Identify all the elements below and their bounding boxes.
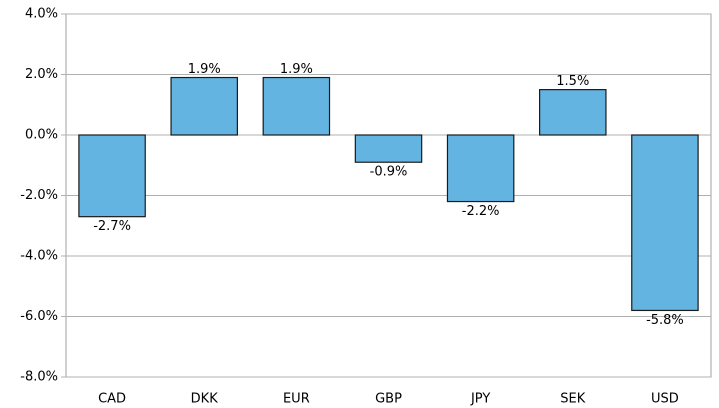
- bar: [631, 134, 699, 312]
- bar: [354, 134, 423, 163]
- x-tick-label: CAD: [98, 392, 126, 407]
- bar: [170, 76, 238, 136]
- bar: [262, 76, 331, 136]
- x-tick-label: GBP: [375, 392, 402, 407]
- x-tick-label: USD: [651, 392, 679, 407]
- y-tick-label: -4.0%: [20, 249, 58, 264]
- value-label: 1.5%: [556, 74, 589, 89]
- y-tick-label: -2.0%: [20, 188, 58, 203]
- value-label: 1.9%: [188, 62, 221, 77]
- value-label: -2.2%: [462, 204, 500, 219]
- x-tick-label: DKK: [191, 392, 219, 407]
- value-label: 1.9%: [280, 62, 313, 77]
- value-label: -2.7%: [93, 219, 131, 234]
- x-tick-label: SEK: [560, 392, 585, 407]
- x-tick-label: EUR: [283, 392, 310, 407]
- value-label: -5.8%: [646, 313, 684, 328]
- y-tick-label: 0.0%: [25, 128, 58, 143]
- x-tick-label: JPY: [470, 392, 490, 407]
- y-tick-label: -6.0%: [20, 309, 58, 324]
- bar: [78, 134, 146, 218]
- y-tick-label: 2.0%: [25, 67, 58, 82]
- value-label: -0.9%: [370, 165, 408, 180]
- y-tick-label: -8.0%: [20, 370, 58, 385]
- y-tick-label: 4.0%: [25, 7, 58, 22]
- bar: [539, 89, 607, 136]
- bar: [446, 134, 515, 203]
